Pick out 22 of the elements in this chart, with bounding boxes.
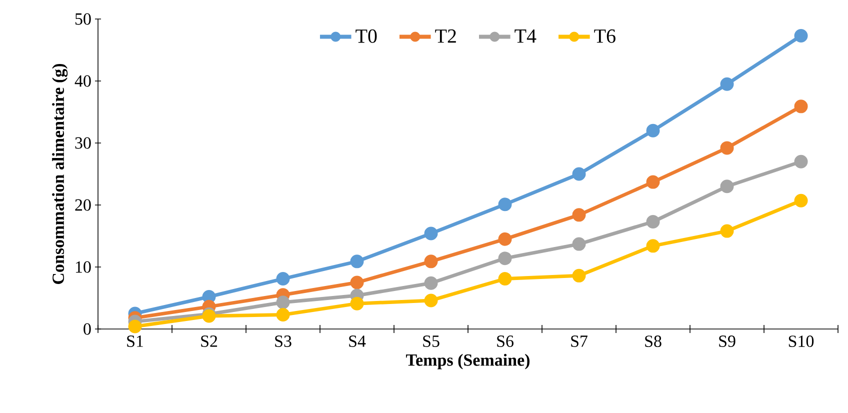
y-tick-label: 50: [75, 13, 91, 25]
x-axis-title: Temps (Semaine): [406, 354, 530, 370]
y-tick-label: 30: [75, 137, 91, 149]
y-tick-label: 40: [74, 75, 91, 87]
x-tick-label: S8: [645, 336, 662, 348]
y-tick-label: 10: [76, 261, 91, 273]
x-tick-label: S1: [127, 336, 143, 347]
x-tick-label: S5: [423, 336, 440, 347]
y-tick-label: 20: [75, 199, 91, 211]
x-tick-label: S10: [788, 336, 814, 348]
y-tick-label: 0: [84, 323, 91, 335]
x-tick-label: S6: [497, 336, 514, 347]
legend-label: T4: [514, 29, 536, 43]
legend-label: T2: [435, 29, 456, 43]
x-tick-label: S9: [719, 336, 736, 347]
legend-label: T6: [594, 29, 616, 43]
x-tick-label: S4: [349, 336, 366, 347]
x-tick-label: S2: [201, 336, 218, 347]
x-tick-label: S7: [571, 336, 588, 347]
legend-label: T0: [356, 29, 377, 43]
y-axis-title: Consommation alimentaire (g): [52, 64, 68, 284]
x-tick-label: S3: [275, 336, 292, 347]
